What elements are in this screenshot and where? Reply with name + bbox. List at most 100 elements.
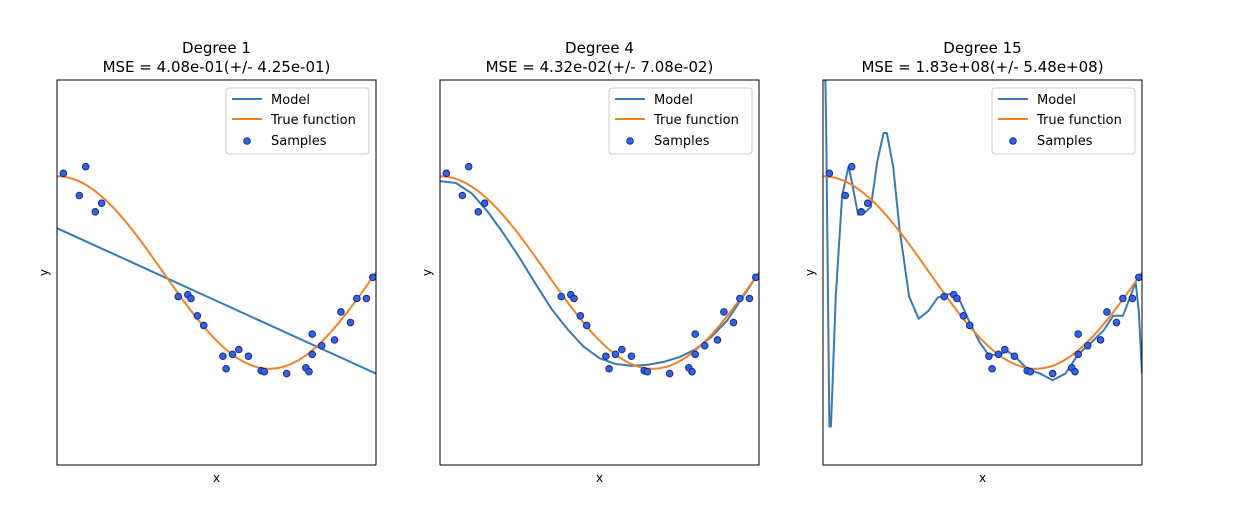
sample-point	[260, 367, 269, 376]
legend-samples-label: Samples	[1037, 134, 1093, 149]
subplot-degree-4: Degree 4 MSE = 4.32e-02(+/- 7.08e-02) x …	[420, 39, 760, 485]
sample-point	[736, 294, 744, 303]
y-axis-label: y	[420, 269, 434, 276]
sample-point	[337, 308, 345, 316]
sample-point	[442, 169, 451, 178]
legend: Model True function Samples	[991, 87, 1136, 155]
sample-point	[369, 273, 376, 282]
sample-point	[752, 273, 759, 282]
legend-box	[608, 87, 753, 155]
sample-point	[643, 367, 652, 376]
legend-model-label: Model	[271, 93, 310, 108]
sample-point	[847, 162, 856, 171]
sample-point	[1074, 330, 1082, 338]
sample-point	[97, 199, 106, 207]
legend-box	[225, 87, 370, 155]
sample-point	[235, 345, 243, 354]
sample-point	[222, 364, 230, 373]
sample-point	[953, 294, 961, 303]
true-function-curve	[57, 175, 376, 370]
sample-point	[841, 191, 850, 200]
sample-point	[1135, 273, 1142, 282]
sample-point	[605, 364, 613, 373]
sample-point	[282, 369, 291, 378]
sample-point	[720, 308, 728, 316]
legend-samples-marker	[243, 137, 251, 145]
legend-model-label: Model	[1037, 93, 1076, 108]
sample-point	[1103, 308, 1111, 316]
sample-point	[994, 350, 1003, 359]
legend-true-function-label: True function	[1036, 113, 1122, 128]
sample-point	[959, 312, 968, 320]
sample-point	[627, 352, 636, 361]
sample-point	[244, 352, 253, 361]
sample-point	[1128, 294, 1137, 303]
sample-point	[59, 169, 68, 178]
sample-point	[745, 294, 754, 303]
sample-point	[988, 364, 996, 373]
sample-point	[474, 208, 483, 216]
subplot-title-line2: MSE = 1.83e+08(+/- 5.48e+08)	[861, 58, 1103, 76]
sample-point	[228, 350, 237, 359]
plot-marks	[823, 80, 1142, 428]
x-axis-label: x	[213, 471, 220, 485]
sample-point	[602, 352, 610, 361]
sample-point	[857, 208, 866, 216]
sample-point	[317, 341, 326, 350]
sample-point	[688, 367, 696, 376]
legend: Model True function Samples	[608, 87, 753, 155]
sample-point	[1119, 294, 1127, 303]
sample-point	[1074, 350, 1082, 359]
plot-marks	[57, 162, 376, 378]
sample-point	[464, 162, 473, 171]
y-axis-label: y	[37, 269, 51, 276]
subplot-title-line2: MSE = 4.32e-02(+/- 7.08e-02)	[486, 58, 714, 76]
legend-true-function-label: True function	[270, 113, 356, 128]
y-axis-label: y	[803, 269, 817, 276]
sample-point	[611, 350, 620, 359]
sample-point	[1001, 345, 1009, 354]
sample-point	[330, 336, 339, 344]
x-axis-label: x	[596, 471, 603, 485]
sample-point	[1048, 369, 1057, 378]
subplot-title-line2: MSE = 4.08e-01(+/- 4.25e-01)	[103, 58, 331, 76]
subplot-degree-15: Degree 15 MSE = 1.83e+08(+/- 5.48e+08) x…	[803, 39, 1143, 485]
sample-point	[576, 312, 585, 320]
legend-box	[991, 87, 1136, 155]
legend-model-label: Model	[654, 93, 693, 108]
sample-point	[1083, 341, 1092, 350]
subplot-title-line1: Degree 4	[565, 39, 634, 57]
sample-point	[219, 352, 227, 361]
sample-point	[825, 169, 834, 178]
sample-point	[75, 191, 84, 200]
sample-point	[346, 318, 355, 327]
sample-point	[1096, 336, 1105, 344]
sample-point	[1071, 367, 1079, 376]
legend-samples-marker	[1009, 137, 1017, 145]
sample-point	[1026, 367, 1035, 376]
sample-point	[174, 292, 183, 301]
sample-point	[480, 199, 489, 207]
sample-point	[700, 341, 709, 350]
sample-point	[1112, 318, 1121, 327]
sample-point	[729, 318, 738, 327]
legend: Model True function Samples	[225, 87, 370, 155]
subplot-degree-1: Degree 1 MSE = 4.08e-01(+/- 4.25e-01) x …	[37, 39, 377, 485]
sample-point	[362, 294, 371, 303]
axes-frame	[439, 79, 760, 466]
sample-point	[985, 352, 993, 361]
sample-point	[199, 321, 208, 330]
sample-point	[570, 294, 578, 303]
sample-point	[940, 292, 949, 301]
sample-point	[81, 162, 90, 171]
sample-point	[582, 321, 591, 330]
sample-point	[308, 330, 317, 338]
sample-point	[193, 312, 202, 320]
sample-point	[308, 350, 317, 359]
true-function-curve	[823, 175, 1142, 370]
sample-point	[691, 330, 700, 338]
sample-point	[665, 369, 674, 378]
sample-point	[187, 294, 195, 303]
sample-point	[618, 345, 626, 354]
legend-samples-label: Samples	[654, 134, 710, 149]
